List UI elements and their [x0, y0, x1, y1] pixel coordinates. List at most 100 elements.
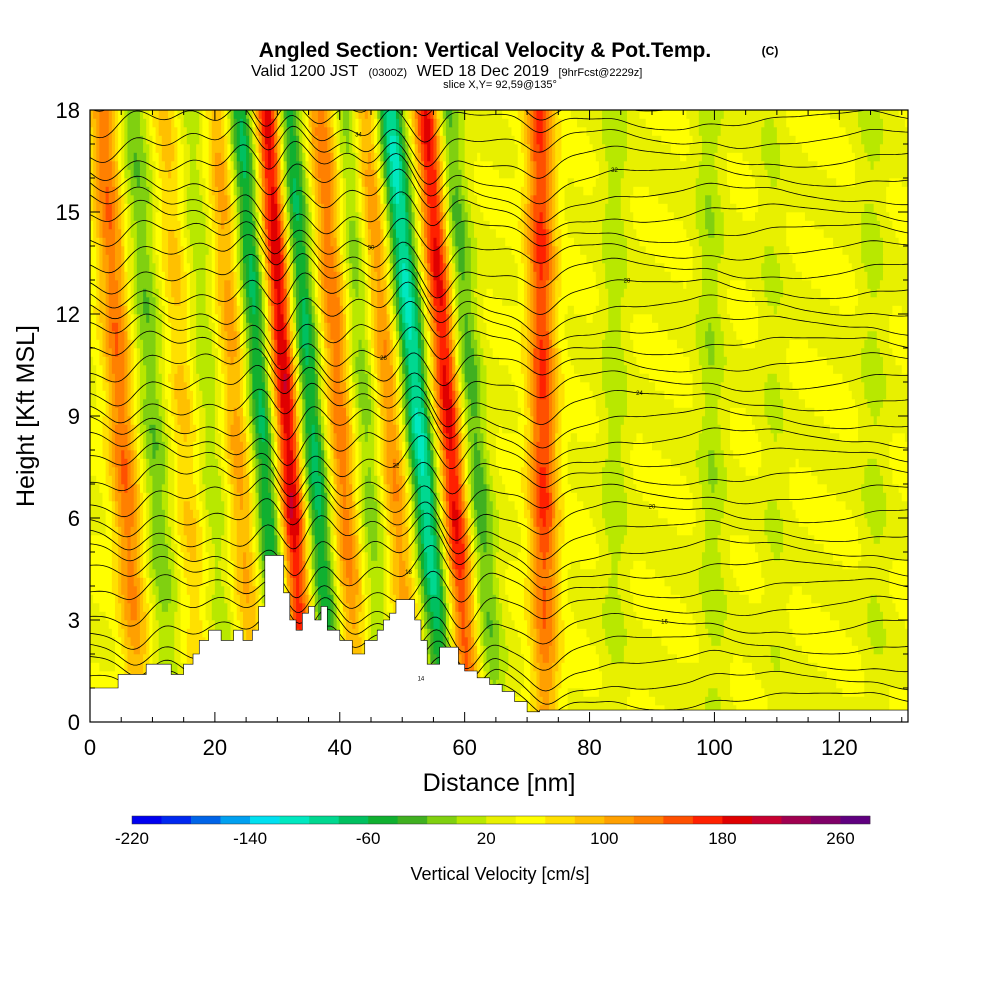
velocity-cell	[864, 509, 887, 519]
velocity-cell	[486, 424, 500, 434]
velocity-cell	[411, 424, 416, 434]
velocity-cell	[346, 424, 350, 434]
velocity-cell	[136, 602, 141, 612]
velocity-cell	[252, 517, 256, 527]
velocity-cell	[370, 543, 378, 553]
velocity-cell	[136, 517, 141, 527]
velocity-cell	[242, 424, 247, 434]
velocity-cell	[395, 330, 400, 340]
velocity-cell	[386, 517, 391, 527]
velocity-cell	[499, 543, 522, 553]
velocity-cell	[567, 568, 612, 578]
velocity-cell	[152, 441, 160, 451]
velocity-cell	[536, 636, 540, 646]
velocity-cell	[305, 577, 309, 587]
velocity-cell	[246, 322, 250, 332]
velocity-cell	[458, 364, 462, 374]
velocity-cell	[424, 373, 428, 383]
velocity-cell	[136, 356, 141, 366]
velocity-cell	[789, 594, 812, 604]
velocity-cell	[252, 577, 256, 587]
velocity-cell	[630, 687, 650, 697]
velocity-cell	[302, 534, 306, 544]
velocity-cell	[264, 526, 275, 536]
velocity-cell	[433, 526, 437, 536]
velocity-cell	[730, 543, 756, 553]
velocity-cell	[324, 364, 328, 374]
velocity-cell	[177, 415, 191, 425]
velocity-cell	[90, 526, 107, 536]
velocity-cell	[458, 407, 462, 417]
velocity-cell	[111, 517, 116, 527]
velocity-cell	[274, 407, 278, 417]
velocity-cell	[330, 432, 334, 442]
velocity-cell	[299, 381, 303, 391]
velocity-cell	[183, 364, 191, 374]
velocity-cell	[673, 398, 693, 408]
velocity-cell	[299, 594, 303, 604]
velocity-cell	[349, 449, 353, 459]
velocity-cell	[127, 483, 135, 493]
velocity-cell	[289, 441, 294, 451]
velocity-cell	[527, 543, 531, 553]
velocity-cell	[289, 517, 300, 527]
velocity-cell	[233, 458, 244, 468]
velocity-cell	[193, 390, 197, 400]
velocity-cell	[121, 509, 135, 519]
velocity-cell	[427, 449, 431, 459]
velocity-cell	[695, 619, 706, 629]
velocity-cell	[436, 517, 441, 527]
velocity-cell	[380, 424, 384, 434]
velocity-cell	[733, 696, 768, 706]
velocity-cell	[558, 339, 569, 349]
velocity-cell	[236, 483, 244, 493]
velocity-cell	[798, 458, 868, 468]
velocity-cell	[817, 662, 862, 672]
velocity-cell	[399, 339, 403, 349]
velocity-cell	[158, 364, 166, 374]
velocity-cell	[439, 492, 444, 502]
velocity-cell	[405, 415, 409, 425]
velocity-cell	[392, 492, 400, 502]
velocity-cell	[321, 330, 325, 340]
velocity-cell	[108, 407, 113, 417]
velocity-cell	[136, 330, 141, 340]
velocity-cell	[261, 534, 266, 544]
velocity-cell	[427, 619, 431, 629]
velocity-cell	[155, 381, 163, 391]
velocity-cell	[467, 551, 472, 561]
velocity-cell	[336, 492, 341, 502]
velocity-cell	[199, 602, 206, 612]
velocity-cell	[464, 441, 469, 451]
velocity-cell	[539, 636, 553, 646]
velocity-cell	[139, 424, 147, 434]
velocity-cell	[90, 432, 103, 442]
velocity-cell	[186, 543, 197, 553]
velocity-cell	[474, 611, 478, 621]
velocity-cell	[130, 432, 135, 442]
velocity-cell	[205, 543, 216, 553]
velocity-cell	[536, 568, 550, 578]
velocity-cell	[433, 560, 437, 570]
velocity-cell	[124, 364, 128, 374]
velocity-cell	[692, 500, 703, 510]
velocity-cell	[230, 441, 244, 451]
velocity-cell	[149, 517, 153, 527]
velocity-cell	[414, 424, 422, 434]
velocity-cell	[449, 619, 453, 629]
velocity-cell	[246, 330, 250, 340]
velocity-cell	[330, 381, 334, 391]
velocity-cell	[527, 330, 531, 340]
velocity-cell	[96, 381, 103, 391]
velocity-cell	[420, 628, 425, 638]
velocity-cell	[439, 560, 444, 570]
velocity-cell	[470, 330, 475, 340]
velocity-cell	[414, 449, 419, 459]
velocity-cell	[392, 390, 397, 400]
velocity-cell	[314, 373, 319, 383]
velocity-cell	[274, 415, 278, 425]
velocity-cell	[155, 594, 160, 604]
velocity-cell	[317, 611, 322, 621]
velocity-cell	[302, 398, 306, 408]
velocity-cell	[339, 560, 344, 570]
